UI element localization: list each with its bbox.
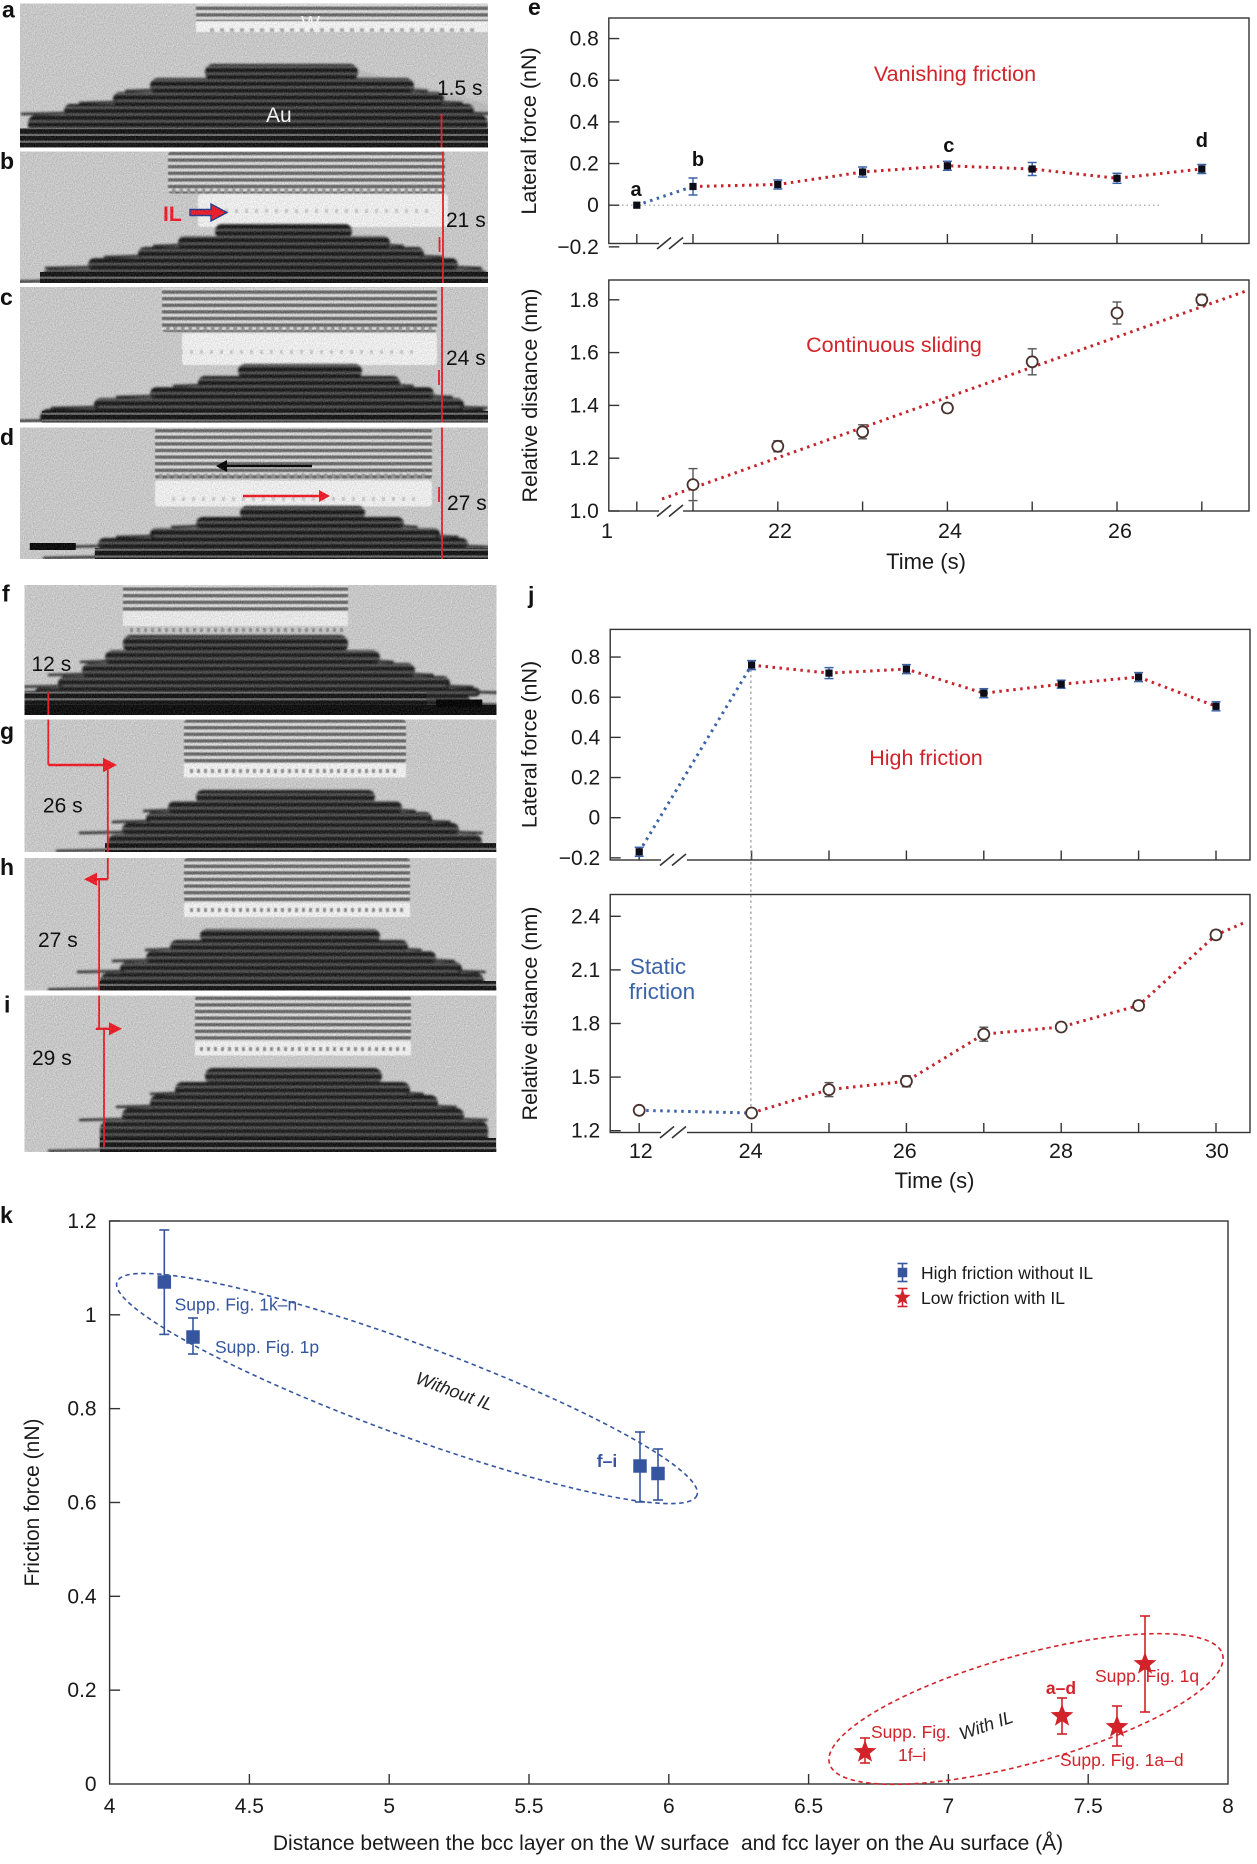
svg-text:High friction without IL: High friction without IL [921, 1263, 1093, 1283]
svg-text:Low friction with IL: Low friction with IL [921, 1288, 1065, 1308]
svg-text:j: j [527, 582, 534, 608]
svg-text:0: 0 [85, 1773, 97, 1796]
svg-text:24 s: 24 s [446, 347, 486, 370]
svg-text:0.6: 0.6 [67, 1491, 96, 1514]
svg-text:24: 24 [739, 1139, 763, 1163]
svg-text:26: 26 [1108, 519, 1132, 543]
svg-text:1: 1 [85, 1304, 97, 1327]
svg-text:Lateral force (nN): Lateral force (nN) [517, 47, 541, 214]
svg-text:b: b [692, 149, 704, 171]
svg-text:0.8: 0.8 [570, 28, 599, 51]
svg-text:1.8: 1.8 [570, 289, 599, 312]
svg-text:Time (s): Time (s) [886, 549, 966, 574]
svg-text:1.2: 1.2 [570, 447, 599, 470]
svg-text:f: f [2, 581, 10, 607]
svg-text:a: a [630, 179, 642, 201]
svg-text:29 s: 29 s [32, 1047, 72, 1070]
svg-text:1: 1 [601, 519, 613, 543]
svg-text:4: 4 [104, 1795, 116, 1818]
svg-text:0.2: 0.2 [571, 767, 600, 790]
svg-text:Friction force (nN): Friction force (nN) [21, 1418, 44, 1586]
svg-text:Supp. Fig. 1q: Supp. Fig. 1q [1095, 1666, 1199, 1686]
svg-text:a: a [2, 0, 15, 23]
svg-text:friction: friction [629, 979, 695, 1004]
svg-text:Supp. Fig.: Supp. Fig. [871, 1722, 951, 1742]
svg-text:High friction: High friction [869, 746, 983, 770]
svg-text:8: 8 [1222, 1795, 1234, 1818]
svg-text:0.6: 0.6 [570, 69, 599, 92]
svg-text:0.4: 0.4 [67, 1585, 97, 1608]
svg-text:0.4: 0.4 [571, 726, 601, 749]
svg-text:1.5 s: 1.5 s [437, 77, 483, 100]
svg-text:26: 26 [893, 1139, 917, 1163]
svg-text:0.4: 0.4 [570, 111, 600, 134]
svg-text:1.4: 1.4 [570, 394, 600, 417]
svg-text:Supp. Fig. 1a–d: Supp. Fig. 1a–d [1060, 1750, 1184, 1770]
svg-text:0.2: 0.2 [570, 153, 599, 176]
svg-text:1.5: 1.5 [571, 1066, 600, 1089]
svg-text:4.5: 4.5 [235, 1795, 264, 1818]
svg-text:27 s: 27 s [447, 492, 487, 515]
svg-text:22: 22 [768, 519, 792, 543]
svg-text:−0.2: −0.2 [557, 236, 598, 259]
svg-text:W: W [301, 13, 320, 35]
svg-text:c: c [943, 135, 954, 157]
svg-text:Continuous sliding: Continuous sliding [806, 333, 982, 357]
svg-text:a–d: a–d [1046, 1678, 1076, 1698]
svg-text:7.5: 7.5 [1074, 1795, 1103, 1818]
svg-text:1.0: 1.0 [570, 500, 599, 523]
svg-text:0.2: 0.2 [67, 1679, 96, 1702]
svg-text:1.8: 1.8 [571, 1013, 600, 1036]
svg-text:5: 5 [383, 1795, 395, 1818]
svg-text:1f–i: 1f–i [898, 1745, 926, 1765]
svg-text:5.5: 5.5 [514, 1795, 543, 1818]
svg-text:24: 24 [938, 519, 962, 543]
svg-text:0.8: 0.8 [571, 646, 600, 669]
svg-text:IL: IL [163, 203, 182, 226]
svg-text:6.5: 6.5 [794, 1795, 823, 1818]
svg-text:f–i: f–i [597, 1451, 617, 1471]
svg-text:0.8: 0.8 [67, 1398, 96, 1421]
svg-text:7: 7 [943, 1795, 955, 1818]
svg-text:2.4: 2.4 [571, 905, 601, 928]
svg-text:Au: Au [266, 104, 292, 127]
svg-text:2.1: 2.1 [571, 959, 600, 982]
svg-text:0: 0 [589, 807, 601, 830]
svg-text:26 s: 26 s [43, 795, 83, 818]
svg-text:Lateral force (nN): Lateral force (nN) [518, 661, 542, 828]
svg-text:Vanishing friction: Vanishing friction [874, 62, 1036, 86]
svg-text:Static: Static [630, 954, 686, 979]
svg-text:Distance between the bcc layer: Distance between the bcc layer on the W … [273, 1832, 1063, 1855]
svg-text:Relative distance (nm): Relative distance (nm) [518, 907, 542, 1121]
svg-text:12 s: 12 s [32, 653, 72, 676]
svg-text:e: e [528, 0, 541, 20]
svg-text:27 s: 27 s [38, 929, 78, 952]
svg-text:g: g [0, 718, 14, 744]
svg-text:Supp. Fig. 1k–n: Supp. Fig. 1k–n [175, 1295, 298, 1315]
svg-text:1.2: 1.2 [67, 1210, 96, 1233]
svg-text:Time (s): Time (s) [895, 1168, 975, 1193]
svg-text:30: 30 [1205, 1139, 1229, 1163]
svg-text:−0.2: −0.2 [559, 847, 600, 870]
svg-text:Supp. Fig. 1p: Supp. Fig. 1p [215, 1337, 319, 1357]
svg-text:i: i [4, 992, 10, 1018]
svg-text:21 s: 21 s [446, 209, 486, 232]
svg-text:b: b [0, 148, 14, 174]
svg-text:1.2: 1.2 [571, 1120, 600, 1143]
svg-text:6: 6 [663, 1795, 675, 1818]
svg-text:0: 0 [587, 194, 599, 217]
svg-text:h: h [0, 854, 14, 880]
svg-text:d: d [0, 424, 14, 450]
svg-text:0.6: 0.6 [571, 686, 600, 709]
svg-text:k: k [0, 1202, 13, 1228]
svg-text:d: d [1196, 130, 1208, 152]
svg-text:Relative distance (nm): Relative distance (nm) [518, 289, 542, 503]
svg-text:12: 12 [629, 1139, 653, 1163]
svg-text:c: c [0, 284, 13, 310]
svg-text:1.6: 1.6 [570, 342, 599, 365]
svg-text:28: 28 [1049, 1139, 1073, 1163]
